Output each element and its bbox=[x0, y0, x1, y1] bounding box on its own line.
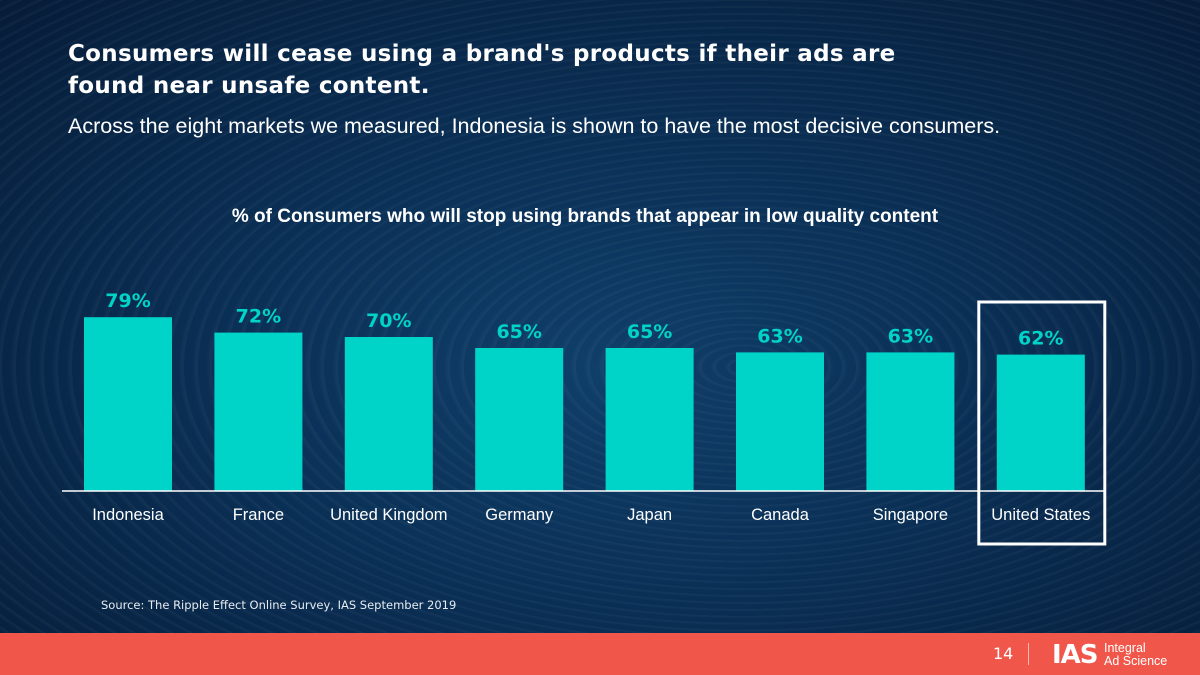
category-label: Canada bbox=[751, 506, 810, 524]
slide-subhead: Across the eight markets we measured, In… bbox=[68, 114, 1001, 138]
bar-chart: 79% Indonesia 72% France 70% United Kingdom 65… bbox=[84, 290, 1107, 546]
category-label: Indonesia bbox=[92, 506, 164, 524]
bar-value-label: 70% bbox=[366, 310, 411, 332]
bar-japan bbox=[605, 348, 694, 491]
logo-line-2: Ad Science bbox=[1104, 654, 1168, 668]
bar-singapore bbox=[866, 352, 955, 491]
slide-headline: Consumers will cease using a brand's pro… bbox=[68, 38, 968, 102]
category-label: Germany bbox=[485, 506, 554, 524]
ias-logo: IAS Integral Ad Science bbox=[1052, 639, 1182, 671]
headline-line-2: found near unsafe content. bbox=[68, 73, 430, 99]
category-label: France bbox=[233, 506, 284, 524]
bar-value-label: 63% bbox=[757, 325, 802, 347]
bar-united-states bbox=[996, 354, 1085, 491]
bar-value-label: 72% bbox=[236, 306, 281, 328]
bar-canada bbox=[736, 352, 824, 491]
logo-line-1: Integral bbox=[1104, 641, 1146, 655]
headline-line-1: Consumers will cease using a brand's pro… bbox=[68, 41, 896, 67]
logo-text: Integral Ad Science bbox=[1104, 642, 1167, 668]
bar-united-kingdom bbox=[344, 337, 433, 491]
bar-france bbox=[214, 332, 303, 491]
footer-divider bbox=[1028, 643, 1029, 665]
bar-value-label: 63% bbox=[888, 325, 933, 347]
chart-title: % of Consumers who will stop using brand… bbox=[231, 206, 939, 227]
bar-value-label: 65% bbox=[627, 321, 672, 343]
bar-value-label: 65% bbox=[496, 321, 541, 343]
bar-germany bbox=[475, 348, 564, 491]
bar-value-label: 79% bbox=[105, 290, 150, 312]
highlight-box bbox=[977, 300, 1107, 546]
footer-bar: 14 IAS Integral Ad Science bbox=[0, 633, 1200, 675]
category-label: United Kingdom bbox=[330, 506, 447, 524]
category-label: United States bbox=[991, 506, 1090, 524]
source-note: Source: The Ripple Effect Online Survey,… bbox=[101, 598, 457, 612]
bar-indonesia bbox=[84, 317, 172, 491]
category-label: Japan bbox=[627, 506, 672, 524]
logo-mark: IAS bbox=[1052, 640, 1099, 670]
bar-value-label: 62% bbox=[1018, 328, 1063, 350]
category-label: Singapore bbox=[873, 506, 948, 524]
page-number: 14 bbox=[993, 644, 1014, 663]
